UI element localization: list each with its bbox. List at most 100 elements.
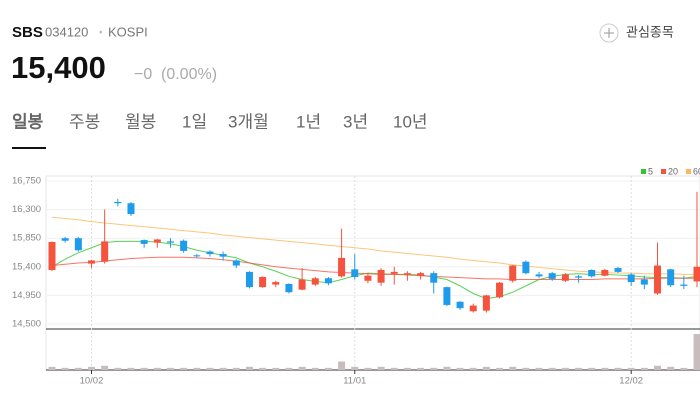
volume-bar (404, 368, 411, 370)
candle-body (154, 239, 161, 242)
volume-bar (154, 368, 161, 370)
market: KOSPI (108, 24, 148, 39)
legend-swatch (641, 169, 646, 174)
x-tick-label: 12/02 (619, 376, 643, 387)
candle-body (299, 280, 306, 290)
candle-body (536, 274, 543, 276)
candle-body (443, 287, 450, 305)
candle-body (88, 260, 95, 263)
volume-bar (588, 368, 595, 370)
candle-body (351, 269, 358, 277)
period-tabs: 일봉 주봉 월봉 1일 3개월 1년 3년 10년 (12, 112, 428, 149)
legend-label: 20 (668, 166, 678, 176)
volume-bar (206, 368, 213, 370)
candle-body (457, 302, 464, 308)
volume-bar (127, 368, 134, 370)
x-tick-label: 11/01 (343, 376, 366, 387)
price-change: −0 (134, 66, 152, 83)
candle-body (312, 278, 319, 284)
volume-bar (694, 334, 700, 370)
period-tab[interactable]: 10년 (393, 112, 428, 131)
period-tab[interactable]: 3개월 (228, 112, 269, 131)
volume-bar (285, 368, 292, 370)
volume-bar (575, 368, 582, 370)
volume-bar (272, 368, 279, 370)
y-tick-label: 15,400 (12, 261, 41, 272)
volume-bar (325, 368, 332, 370)
candle-body (562, 274, 569, 280)
volume-bar (549, 368, 556, 370)
candle-body (628, 274, 635, 282)
y-tick-label: 14,500 (12, 319, 41, 330)
candle-body (62, 238, 69, 241)
volume-bar (536, 368, 543, 370)
volume-bar (167, 368, 174, 370)
period-tab[interactable]: 1년 (296, 112, 321, 131)
volume-bar (75, 368, 82, 370)
period-tab[interactable]: 3년 (343, 112, 368, 131)
volume-bar (615, 368, 622, 370)
candle-body (470, 306, 477, 312)
volume-bar (628, 368, 635, 370)
candle-body (615, 268, 622, 272)
x-tick-label: 10/02 (80, 376, 104, 387)
period-tab[interactable]: 1일 (182, 112, 207, 131)
candle-body (49, 242, 56, 270)
candle-body (509, 266, 516, 281)
volume-bar (233, 368, 240, 370)
candle-body (193, 255, 200, 256)
volume-bar (641, 368, 648, 370)
volume-bar (562, 368, 569, 370)
candle-body (364, 276, 371, 281)
legend-swatch (686, 169, 691, 174)
volume-bar (101, 366, 108, 370)
candle-body (496, 283, 503, 298)
candle-body (641, 280, 648, 285)
y-tick-label: 16,750 (12, 176, 41, 187)
candle-body (549, 273, 556, 279)
ma-line (52, 257, 697, 279)
candle-body (259, 277, 266, 287)
volume-bar (246, 367, 253, 370)
volume-bar (299, 367, 306, 370)
period-tab[interactable]: 일봉 (12, 112, 44, 131)
stock-name: SBS (12, 24, 43, 41)
volume-bar (338, 362, 345, 370)
candle-body (694, 267, 700, 282)
volume-bar (351, 367, 358, 370)
candle-body (220, 254, 227, 257)
volume-bar (259, 368, 266, 370)
period-tab[interactable]: 월봉 (125, 112, 156, 131)
volume-bar (49, 367, 56, 370)
candle-body (601, 270, 608, 276)
candle-body (272, 282, 279, 285)
volume-bar (654, 366, 661, 370)
price-rate: (0.00%) (161, 66, 217, 83)
candle-body (101, 241, 108, 261)
volume-bar (62, 368, 69, 370)
legend-swatch (661, 169, 666, 174)
watch-button[interactable]: 관심종목 (600, 24, 674, 42)
volume-bar (312, 368, 319, 370)
legend-label: 5 (648, 166, 653, 176)
volume-bar (430, 368, 437, 370)
candle-body (325, 278, 332, 283)
candle-body (417, 273, 424, 276)
volume-bar (141, 368, 148, 370)
plus-icon (604, 28, 614, 38)
candle-body (180, 241, 187, 251)
candle-body (430, 273, 437, 283)
stock-code: 034120 (45, 24, 88, 39)
candle-body (233, 260, 240, 265)
volume-bar (601, 368, 608, 370)
candle-body (680, 285, 687, 286)
y-tick-label: 15,850 (12, 233, 41, 244)
volume-bar (509, 367, 516, 370)
candle-body (167, 241, 174, 242)
volume-bar (193, 368, 200, 370)
volume-bar (88, 367, 95, 370)
volume-bar (680, 368, 687, 370)
candle-body (338, 258, 345, 276)
period-tab[interactable]: 주봉 (69, 112, 100, 131)
